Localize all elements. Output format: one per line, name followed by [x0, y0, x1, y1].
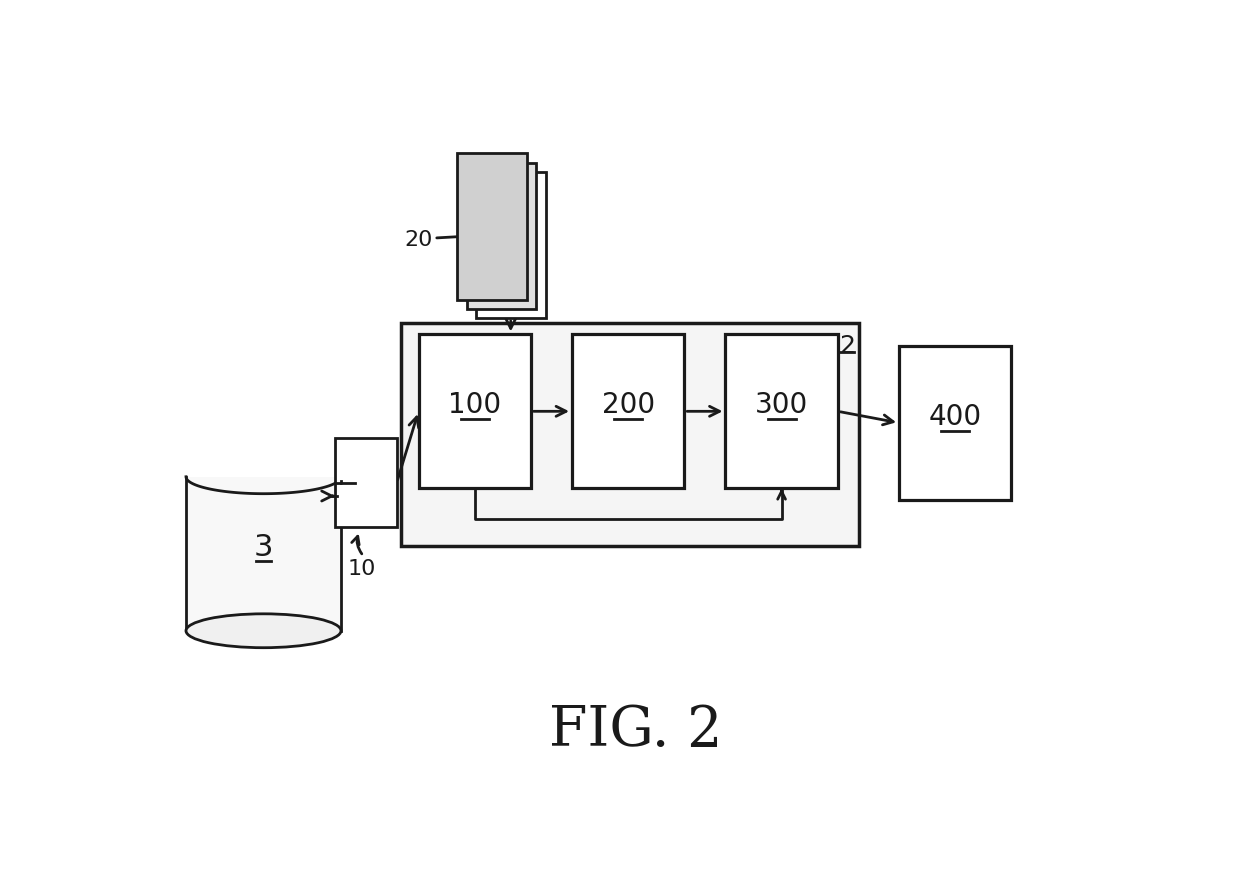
Bar — [419, 334, 531, 488]
Text: 300: 300 — [755, 391, 808, 419]
Text: FIG. 2: FIG. 2 — [549, 704, 722, 758]
Text: 10: 10 — [347, 559, 376, 580]
Text: 200: 200 — [601, 391, 655, 419]
Text: 100: 100 — [448, 391, 501, 419]
Bar — [725, 334, 838, 488]
Text: 20: 20 — [404, 230, 433, 250]
Text: 2: 2 — [839, 334, 856, 358]
Bar — [476, 171, 546, 318]
Ellipse shape — [186, 460, 341, 494]
Text: 3: 3 — [254, 533, 273, 562]
Bar — [402, 322, 858, 546]
Text: 400: 400 — [929, 403, 982, 430]
Bar — [899, 346, 1012, 500]
Ellipse shape — [186, 613, 341, 647]
Bar — [572, 334, 684, 488]
Polygon shape — [186, 477, 341, 630]
Bar — [466, 163, 536, 309]
Bar — [335, 438, 397, 527]
Bar — [458, 154, 527, 300]
